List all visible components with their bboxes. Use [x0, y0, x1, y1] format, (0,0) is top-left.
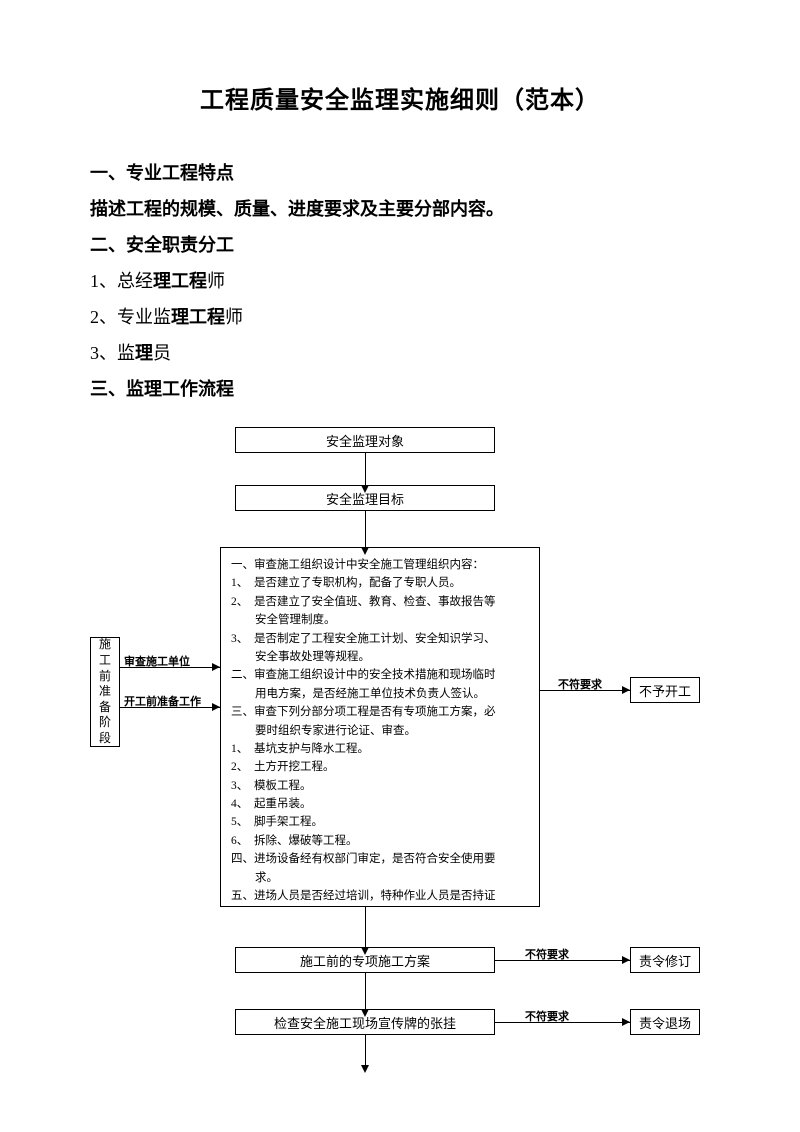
doc-title: 工程质量安全监理实施细则（范本） — [90, 80, 710, 115]
label-fail-1: 不符要求 — [558, 676, 602, 692]
label-prep-work: 开工前准备工作 — [124, 693, 201, 709]
flow-node-review: 一、审查施工组织设计中安全施工管理组织内容：1、 是否建立了专职机构，配备了专职… — [220, 547, 540, 907]
section-1-desc: 描述工程的规模、质量、进度要求及主要分部内容。 — [90, 191, 710, 227]
ah-o3 — [622, 1018, 630, 1026]
list-item-2: 2、专业监理工程师 — [90, 299, 710, 335]
flow-node-object: 安全监理对象 — [235, 427, 495, 453]
ah-3 — [361, 547, 369, 555]
ah-4 — [361, 947, 369, 955]
label-fail-2: 不符要求 — [525, 946, 569, 962]
list-item-1: 1、总经理工程师 — [90, 263, 710, 299]
ah-o1 — [622, 686, 630, 694]
conn-4-5 — [365, 973, 366, 1009]
flow-stage-label: 施工前准备阶段 — [90, 637, 120, 747]
section-3: 三、监理工作流程 — [90, 371, 710, 407]
flow-out-dismiss: 责令退场 — [630, 1009, 700, 1035]
conn-5-down — [365, 1035, 366, 1065]
conn-3-4 — [365, 907, 366, 947]
ah-6 — [361, 1065, 369, 1073]
ah-s2 — [212, 703, 220, 711]
section-2: 二、安全职责分工 — [90, 227, 710, 263]
label-review-unit: 审查施工单位 — [124, 653, 190, 669]
label-fail-3: 不符要求 — [525, 1008, 569, 1024]
list-item-3: 3、监理员 — [90, 335, 710, 371]
conn-2-3 — [365, 511, 366, 547]
ah-o2 — [622, 956, 630, 964]
flowchart: 安全监理对象安全监理目标一、审查施工组织设计中安全施工管理组织内容：1、 是否建… — [90, 427, 710, 1087]
flow-out-reject: 不予开工 — [630, 677, 700, 703]
ah-2 — [361, 485, 369, 493]
ah-5 — [361, 1009, 369, 1017]
conn-1-2 — [365, 453, 366, 485]
ah-s1 — [212, 663, 220, 671]
section-1: 一、专业工程特点 — [90, 155, 710, 191]
flow-out-revise: 责令修订 — [630, 947, 700, 973]
